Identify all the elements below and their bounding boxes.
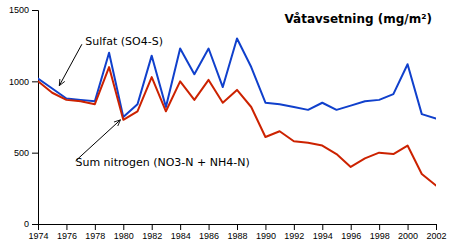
x-tick: 1984 bbox=[171, 224, 191, 241]
x-tick-mark bbox=[436, 224, 437, 230]
x-tick-label: 2002 bbox=[426, 231, 446, 241]
y-tick-mark bbox=[32, 81, 38, 82]
y-tick-label: 500 bbox=[14, 148, 29, 158]
x-tick-mark bbox=[237, 224, 238, 230]
x-tick: 1998 bbox=[370, 224, 390, 241]
x-tick-label: 1984 bbox=[171, 231, 191, 241]
x-tick: 1988 bbox=[227, 224, 247, 241]
y-axis: 0 500 1000 1500 bbox=[9, 5, 39, 229]
x-tick-label: 1978 bbox=[85, 231, 105, 241]
x-tick-mark bbox=[322, 224, 323, 230]
annotation-label: Sum nitrogen (NO3-N + NH4-N) bbox=[75, 156, 249, 169]
x-tick-label: 1988 bbox=[227, 231, 247, 241]
annotation-arrow bbox=[76, 120, 121, 161]
x-tick-mark bbox=[66, 224, 67, 230]
y-tick: 500 bbox=[14, 148, 38, 158]
series-line bbox=[38, 67, 436, 185]
x-tick: 1996 bbox=[341, 224, 361, 241]
y-tick: 0 bbox=[24, 219, 38, 229]
x-tick: 1976 bbox=[57, 224, 77, 241]
lines bbox=[38, 39, 436, 186]
x-tick: 1980 bbox=[114, 224, 134, 241]
y-tick-mark bbox=[32, 224, 38, 225]
x-tick-mark bbox=[123, 224, 124, 230]
y-axis-line bbox=[32, 11, 39, 225]
x-tick: 1992 bbox=[284, 224, 304, 241]
y-tick-label: 1000 bbox=[9, 77, 29, 87]
x-tick-mark bbox=[294, 224, 295, 230]
y-tick-label: 0 bbox=[24, 219, 29, 229]
y-tick-mark bbox=[32, 10, 38, 11]
x-tick: 1974 bbox=[28, 224, 48, 241]
x-tick: 1994 bbox=[313, 224, 333, 241]
x-tick-label: 1976 bbox=[57, 231, 77, 241]
x-tick-mark bbox=[209, 224, 210, 230]
x-axis-line bbox=[39, 225, 437, 231]
x-tick-label: 1998 bbox=[370, 231, 390, 241]
x-tick-label: 2000 bbox=[398, 231, 418, 241]
x-tick: 1982 bbox=[142, 224, 162, 241]
x-tick-mark bbox=[265, 224, 266, 230]
x-tick-mark bbox=[351, 224, 352, 230]
x-tick-mark bbox=[180, 224, 181, 230]
x-tick: 2000 bbox=[398, 224, 418, 241]
x-tick: 1990 bbox=[256, 224, 276, 241]
chart: 1974 1976 1978 1980 1982 1984 1986 1988 1990 1992… bbox=[0, 0, 450, 246]
series-line bbox=[38, 39, 436, 119]
y-tick: 1000 bbox=[9, 77, 38, 87]
annotation-label: Sulfat (SO4-S) bbox=[85, 35, 163, 48]
x-tick-label: 1980 bbox=[114, 231, 134, 241]
x-tick-mark bbox=[379, 224, 380, 230]
x-tick-label: 1986 bbox=[199, 231, 219, 241]
x-tick-label: 1992 bbox=[284, 231, 304, 241]
x-tick-label: 1994 bbox=[313, 231, 333, 241]
y-tick: 1500 bbox=[9, 5, 38, 15]
title: Våtavsetning (mg/m²) bbox=[284, 12, 432, 26]
y-tick-label: 1500 bbox=[9, 5, 29, 15]
x-tick-label: 1974 bbox=[28, 231, 48, 241]
x-tick-label: 1996 bbox=[341, 231, 361, 241]
annotation-arrow bbox=[59, 44, 82, 85]
annotations: Sulfat (SO4-S) Sum nitrogen (NO3-N + NH4-… bbox=[59, 35, 249, 169]
x-tick-label: 1990 bbox=[256, 231, 276, 241]
plot: 1974 1976 1978 1980 1982 1984 1986 1988 1990 1992… bbox=[9, 5, 447, 241]
y-tick-mark bbox=[32, 153, 38, 154]
x-tick-label: 1982 bbox=[142, 231, 162, 241]
x-tick-mark bbox=[152, 224, 153, 230]
x-tick: 2002 bbox=[426, 224, 446, 241]
x-tick: 1978 bbox=[85, 224, 105, 241]
x-tick-mark bbox=[95, 224, 96, 230]
x-tick: 1986 bbox=[199, 224, 219, 241]
x-tick-mark bbox=[408, 224, 409, 230]
x-axis: 1974 1976 1978 1980 1982 1984 1986 1988 1990 1992… bbox=[28, 224, 446, 241]
